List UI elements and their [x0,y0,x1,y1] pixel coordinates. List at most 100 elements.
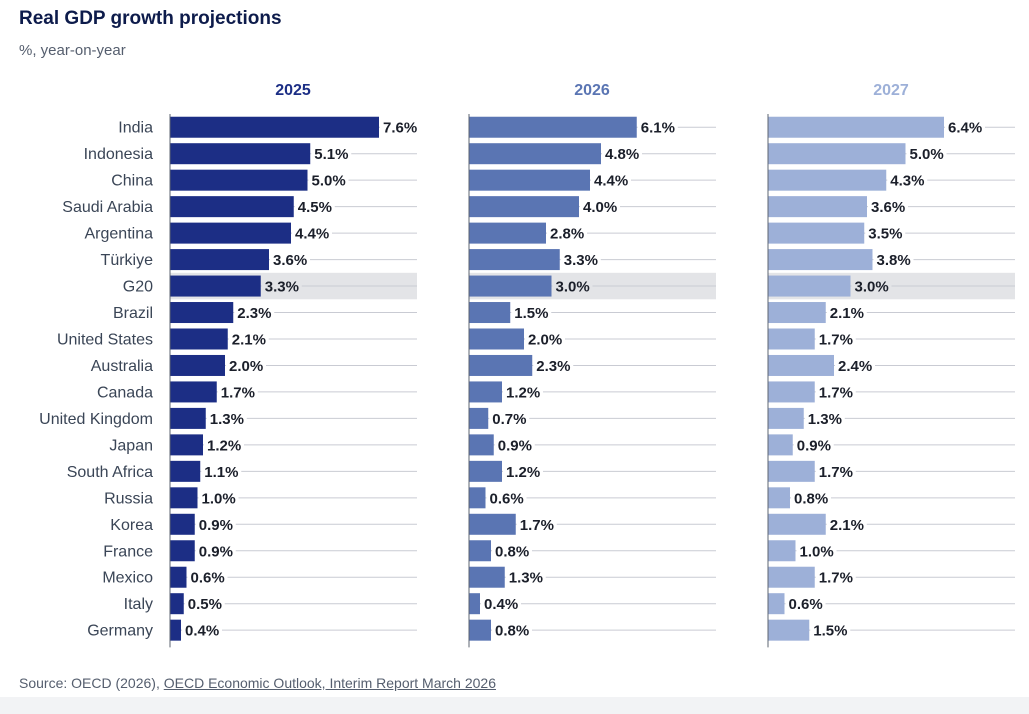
value-label-bg [380,118,420,137]
value-label-bg [791,488,831,507]
value-label-bg [887,171,928,190]
bar [170,381,217,403]
bar [170,460,201,482]
bar [170,116,379,138]
category-label: Saudi Arabia [62,199,153,216]
bar [768,302,826,324]
bar [469,143,601,165]
value-label-bg [195,515,236,534]
value-label-bg [516,515,557,534]
series-header: 2025 [275,82,311,99]
category-label: France [103,543,153,560]
value-label: 0.9% [797,437,831,454]
category-label: Russia [104,490,153,507]
value-label: 1.0% [800,543,834,560]
bar [768,328,815,350]
value-label: 3.0% [556,279,590,296]
bar [170,566,187,588]
bar [768,196,867,218]
value-label: 2.0% [229,358,263,375]
value-label-bg [511,303,552,322]
bar [170,196,294,218]
value-label-bg [503,462,543,481]
value-label-bg [270,250,310,269]
value-label-bg [226,356,266,375]
value-label-bg [182,621,222,640]
value-label-bg [187,568,228,587]
bar [170,328,228,350]
bar [469,354,533,376]
value-label: 1.7% [221,384,255,401]
value-label-bg [234,303,275,322]
value-label-bg [815,462,856,481]
bar [170,249,269,271]
value-label-bg [292,224,332,243]
category-label: Australia [91,358,153,375]
bar [768,460,815,482]
category-label: China [111,173,153,190]
value-label: 0.6% [191,570,225,587]
value-label: 1.5% [514,305,548,322]
value-label-bg [868,197,908,216]
value-label: 3.5% [868,226,902,243]
value-label: 3.8% [877,252,911,269]
value-label: 0.6% [490,490,524,507]
value-label: 1.3% [509,570,543,587]
value-label: 4.3% [890,173,924,190]
category-label: Germany [87,623,153,640]
bar [768,619,810,641]
bar [170,593,184,615]
value-label-bg [815,329,856,348]
value-label: 2.1% [830,305,864,322]
value-label: 1.0% [202,490,236,507]
bar [170,407,206,429]
bar [768,143,906,165]
value-label-bg [311,144,352,163]
bar [469,249,560,271]
bar [768,354,834,376]
value-label: 0.5% [188,596,222,613]
bar [170,169,308,191]
value-label-bg [201,462,242,481]
value-label-bg [580,197,620,216]
bar [469,540,491,562]
source-link[interactable]: OECD Economic Outlook, Interim Report Ma… [163,675,496,691]
bar [768,540,796,562]
value-label: 3.3% [265,279,299,296]
bar [768,169,887,191]
category-label: Canada [97,384,153,401]
category-label: Japan [109,437,153,454]
value-label: 2.0% [528,331,562,348]
value-label: 2.1% [830,517,864,534]
value-label: 0.7% [492,411,526,428]
value-label: 6.1% [641,120,675,137]
value-label-bg [552,277,593,296]
value-label-bg [793,435,834,454]
value-label-bg [826,303,867,322]
value-label: 3.6% [273,252,307,269]
value-label-bg [804,409,845,428]
value-label: 1.7% [819,384,853,401]
value-label: 4.5% [298,199,332,216]
category-label: South Africa [67,464,153,481]
value-label-bg [503,382,543,401]
value-label: 1.3% [808,411,842,428]
value-label-bg [533,356,574,375]
bar [469,593,480,615]
value-label-bg [486,488,527,507]
value-label-bg [785,594,826,613]
bar [170,487,198,509]
value-label: 5.1% [314,146,348,163]
value-label-bg [560,250,601,269]
bar [469,407,489,429]
bar [469,566,505,588]
value-label: 4.8% [605,146,639,163]
value-label: 1.7% [819,331,853,348]
bar [469,275,552,297]
bar [170,354,225,376]
value-label: 0.8% [495,543,529,560]
value-label: 1.2% [506,464,540,481]
bar [170,513,195,535]
value-label-bg [217,382,258,401]
value-label-bg [796,541,837,560]
